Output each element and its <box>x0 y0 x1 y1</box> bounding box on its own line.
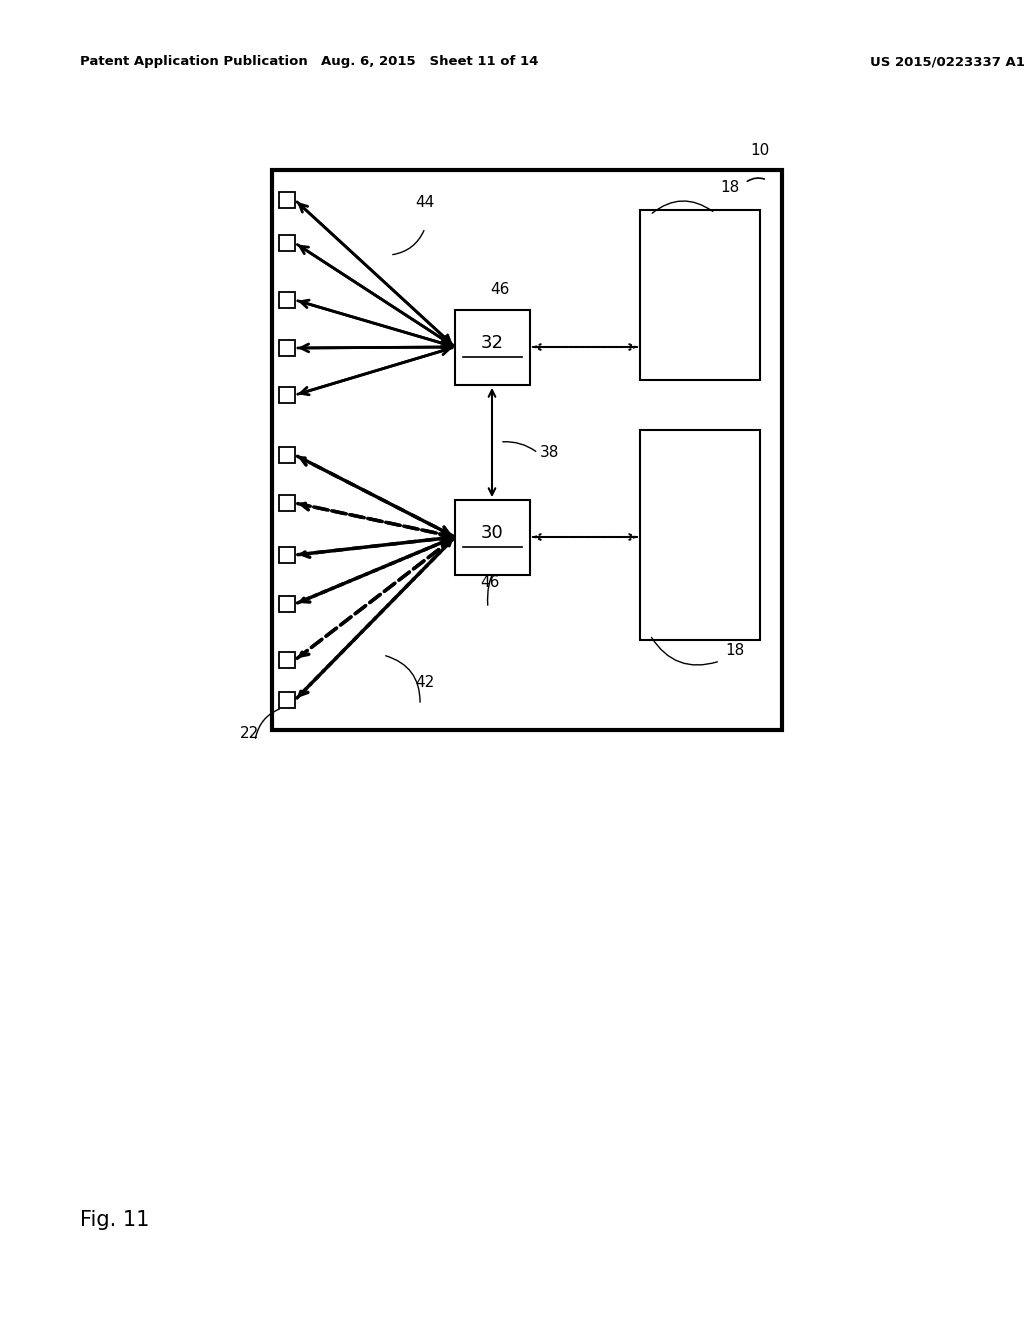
Bar <box>279 341 295 356</box>
Text: 22: 22 <box>240 726 259 741</box>
Text: 18: 18 <box>720 180 739 195</box>
Text: Aug. 6, 2015   Sheet 11 of 14: Aug. 6, 2015 Sheet 11 of 14 <box>322 55 539 69</box>
Text: 18: 18 <box>725 643 744 657</box>
Bar <box>455 310 530 385</box>
Text: 32: 32 <box>480 334 504 352</box>
Bar <box>279 692 295 708</box>
Bar <box>279 447 295 463</box>
Bar <box>640 210 760 380</box>
Bar <box>272 170 782 730</box>
Text: 44: 44 <box>415 195 434 210</box>
Text: Patent Application Publication: Patent Application Publication <box>80 55 308 69</box>
Text: Fig. 11: Fig. 11 <box>80 1210 150 1230</box>
Text: 46: 46 <box>480 576 500 590</box>
Bar <box>279 387 295 403</box>
Text: 42: 42 <box>415 675 434 690</box>
Bar <box>279 235 295 251</box>
Text: US 2015/0223337 A1: US 2015/0223337 A1 <box>870 55 1024 69</box>
Text: 38: 38 <box>540 445 559 459</box>
Bar <box>279 546 295 564</box>
Bar <box>279 292 295 308</box>
Bar <box>279 652 295 668</box>
Text: 10: 10 <box>750 143 769 158</box>
Bar <box>455 500 530 576</box>
Text: 30: 30 <box>480 524 504 543</box>
Bar <box>279 597 295 612</box>
Bar <box>279 191 295 209</box>
Bar <box>279 495 295 511</box>
Bar <box>640 430 760 640</box>
Text: 46: 46 <box>490 282 509 297</box>
